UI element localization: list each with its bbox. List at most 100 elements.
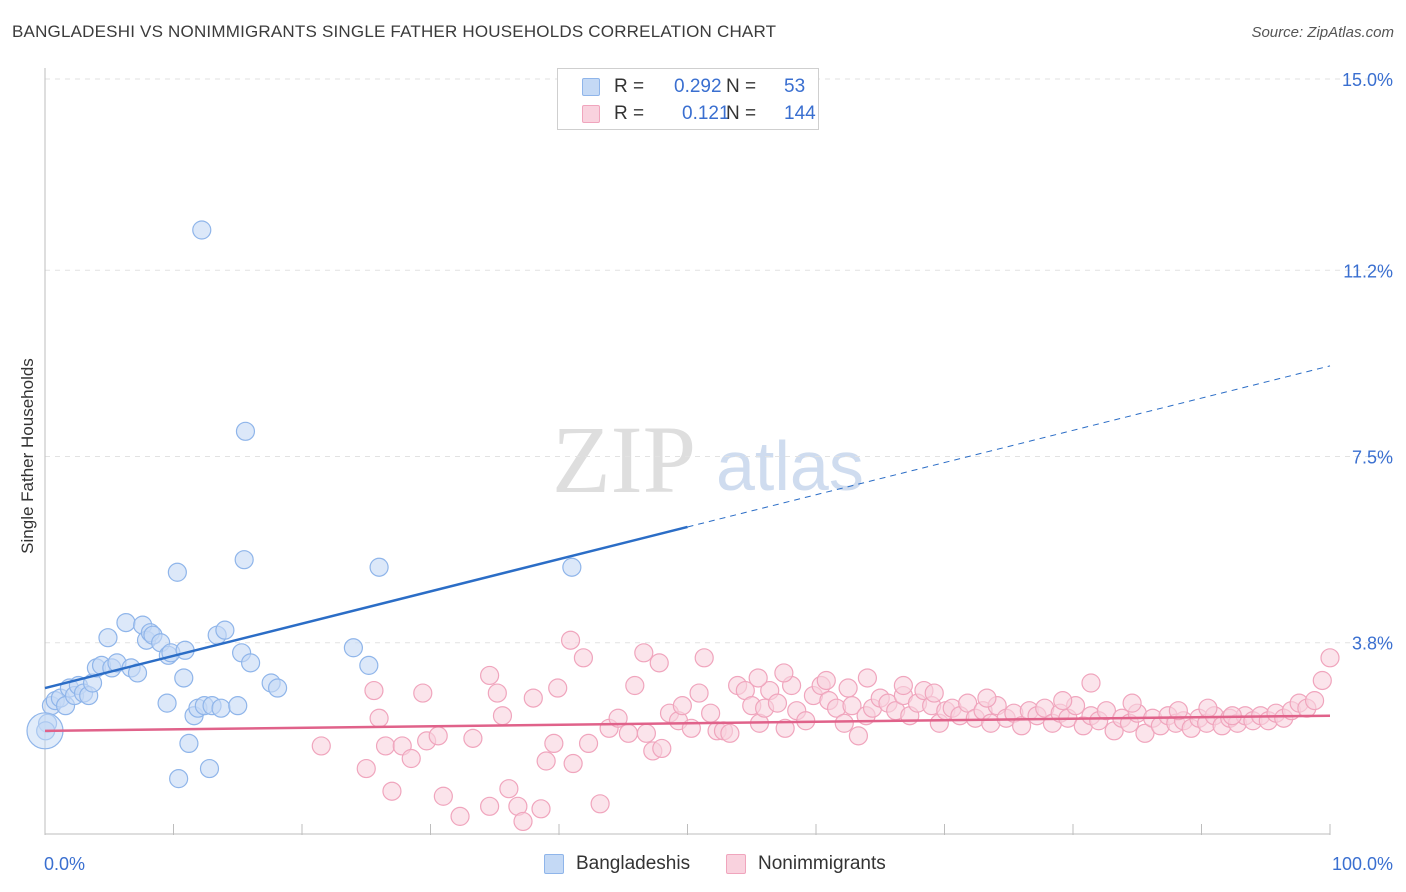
data-point xyxy=(924,683,944,703)
data-point xyxy=(608,708,628,728)
series-bangladeshis xyxy=(26,220,582,789)
legend-n-label: N = xyxy=(726,76,757,97)
data-point xyxy=(480,796,500,816)
data-point xyxy=(480,665,500,686)
data-point xyxy=(816,670,836,691)
data-point xyxy=(192,220,212,240)
data-point xyxy=(116,612,136,633)
watermark: ZIP atlas xyxy=(552,406,864,513)
data-point xyxy=(893,675,913,696)
data-point xyxy=(544,733,564,754)
data-point xyxy=(694,648,714,668)
data-point xyxy=(369,557,389,577)
data-point xyxy=(531,799,551,819)
data-point xyxy=(382,781,402,801)
legend-swatch-nonimmigrants xyxy=(726,854,746,874)
data-point xyxy=(977,688,997,708)
data-point xyxy=(625,675,645,696)
data-point xyxy=(573,648,594,668)
data-point xyxy=(536,751,556,771)
chart-title: BANGLADESHI VS NONIMMIGRANTS SINGLE FATH… xyxy=(12,22,777,41)
data-point xyxy=(775,718,795,738)
data-point xyxy=(413,683,433,703)
legend-n-label: N = xyxy=(726,103,757,124)
source-label: Source: ZipAtlas.com xyxy=(1251,24,1394,41)
data-point xyxy=(234,550,254,570)
grid xyxy=(45,78,1395,644)
data-point xyxy=(179,733,199,754)
watermark-zip: ZIP xyxy=(552,406,696,513)
y-tick-label: 7.5% xyxy=(1352,448,1393,468)
legend-n-value: 53 xyxy=(784,76,806,97)
data-point xyxy=(375,736,396,756)
data-point xyxy=(848,726,869,746)
data-point xyxy=(1198,698,1218,718)
data-point xyxy=(590,794,610,814)
data-point xyxy=(649,653,669,673)
data-point xyxy=(487,683,507,703)
trend-lines xyxy=(44,365,1331,733)
data-point xyxy=(1053,691,1073,711)
legend-swatch-bangladeshis xyxy=(582,78,600,96)
data-point xyxy=(359,655,379,675)
legend-r-value: 0.121 xyxy=(682,103,730,124)
data-point xyxy=(450,806,470,826)
data-point xyxy=(98,628,118,648)
data-point xyxy=(560,630,581,650)
data-point xyxy=(958,693,978,713)
legend-n-value: 144 xyxy=(784,103,816,124)
y-tick-label: 11.2% xyxy=(1343,261,1393,281)
data-point xyxy=(838,678,858,698)
x-tick-label: 0.0% xyxy=(44,854,85,874)
data-point xyxy=(689,683,709,703)
data-point xyxy=(1135,723,1155,743)
watermark-atlas: atlas xyxy=(716,427,864,505)
data-point xyxy=(364,680,384,701)
data-point xyxy=(311,736,331,756)
data-point xyxy=(169,769,189,789)
data-point xyxy=(1312,670,1332,691)
legend-r-value: 0.292 xyxy=(674,76,722,97)
data-point xyxy=(1011,716,1032,736)
data-point xyxy=(267,678,288,698)
series-nonimmigrants xyxy=(311,630,1340,832)
data-point xyxy=(492,706,513,726)
data-point xyxy=(578,733,599,754)
data-point xyxy=(211,698,231,718)
legend-r-label: R = xyxy=(614,76,645,97)
data-point xyxy=(157,693,177,713)
y-tick-label: 3.8% xyxy=(1352,634,1393,654)
data-point xyxy=(857,668,878,688)
data-point xyxy=(433,786,453,806)
data-point xyxy=(634,643,654,663)
data-point xyxy=(167,562,187,582)
data-point xyxy=(548,678,568,698)
legend-r-label: R = xyxy=(614,103,645,124)
data-point xyxy=(636,723,656,743)
data-point xyxy=(235,421,256,441)
x-tick-label: 100.0% xyxy=(1332,854,1393,874)
data-point xyxy=(701,703,721,723)
legend-swatch-nonimmigrants xyxy=(582,105,600,123)
data-point xyxy=(228,696,248,716)
data-point xyxy=(1081,673,1101,693)
data-point xyxy=(652,738,672,759)
data-point xyxy=(748,668,768,688)
data-point xyxy=(199,758,220,779)
legend-stats: R = 0.292 N = 53 R = 0.121 N = 144 xyxy=(557,68,819,130)
data-point xyxy=(1122,693,1142,713)
data-point xyxy=(1320,648,1340,668)
legend-label-nonimmigrants: Nonimmigrants xyxy=(758,853,886,874)
data-point xyxy=(369,708,389,728)
data-point xyxy=(1096,701,1117,721)
y-tick-label: 15.0% xyxy=(1342,70,1393,90)
data-point xyxy=(215,620,235,640)
data-point xyxy=(774,663,794,683)
trend-line-bangladeshis-extension xyxy=(687,365,1331,528)
data-point xyxy=(343,638,363,658)
data-point xyxy=(428,726,448,746)
data-point xyxy=(834,713,854,733)
data-point xyxy=(720,723,740,743)
legend-label-bangladeshis: Bangladeshis xyxy=(576,853,691,874)
